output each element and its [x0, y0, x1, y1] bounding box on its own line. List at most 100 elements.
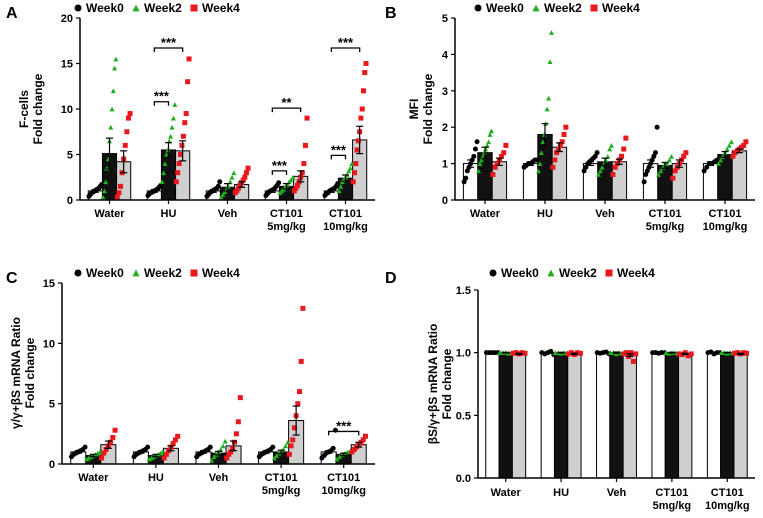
point-week4 [744, 350, 750, 356]
point-week2 [614, 351, 619, 357]
error-bar [283, 183, 290, 190]
category-label: Veh [209, 472, 229, 484]
category-label: HU [537, 208, 553, 220]
error-bar [735, 148, 743, 154]
point-week4 [555, 146, 561, 152]
point-week4 [224, 455, 230, 461]
point-week4 [127, 111, 133, 117]
category-label: CT101 5mg/kg [267, 208, 306, 233]
legend-label: Week4 [617, 266, 655, 280]
point-week4 [559, 139, 565, 145]
point-week4 [304, 115, 310, 121]
y-tick-label: 5 [49, 399, 55, 411]
error-bar [707, 161, 715, 167]
error-bar [179, 140, 187, 162]
error-bar [655, 351, 663, 354]
point-week4 [501, 150, 507, 156]
legend-label: Week4 [202, 1, 240, 15]
category-label-line: CT101 [327, 472, 360, 484]
legend-label: Week4 [202, 266, 240, 280]
point-week2 [103, 179, 109, 185]
point-week4 [732, 350, 738, 356]
point-week2 [283, 443, 289, 449]
y-axis-label-line: βS/γ+βS mRNA Ratio [426, 324, 440, 445]
point-week2 [100, 194, 106, 200]
point-week4 [183, 111, 189, 117]
category-label-line: Water [78, 472, 109, 484]
point-week2 [168, 133, 174, 139]
error-bar [737, 352, 745, 356]
point-week2 [607, 146, 613, 152]
point-week4 [682, 350, 688, 356]
point-week4 [350, 179, 356, 185]
error-bar [325, 450, 333, 454]
legend-marker-week0 [489, 269, 497, 277]
point-week2 [161, 170, 167, 176]
category-label-line: Water [491, 487, 522, 499]
point-week4 [513, 350, 519, 356]
point-week4 [670, 175, 676, 181]
legend-marker-week0 [474, 4, 482, 12]
error-bar [615, 158, 623, 165]
point-week2 [101, 188, 107, 194]
category-label-line: HU [161, 208, 177, 220]
point-week4 [741, 142, 747, 148]
legend: Week0 Week2 Week4 [74, 1, 240, 15]
point-week4 [291, 425, 297, 431]
significance-label: *** [336, 418, 352, 433]
point-week2 [726, 143, 732, 148]
point-week2 [211, 454, 217, 460]
point-week4 [101, 450, 107, 456]
point-week4 [628, 350, 634, 356]
point-week2 [338, 183, 344, 189]
y-tick-label: 1.5 [456, 285, 471, 297]
point-week4 [301, 161, 307, 167]
point-week4 [741, 350, 747, 356]
significance-bracket: *** [153, 35, 184, 53]
point-week4 [295, 401, 301, 407]
point-week2 [537, 161, 543, 166]
bar-week2 [498, 352, 513, 479]
point-week4 [683, 150, 689, 156]
legend-label: Week2 [144, 1, 182, 15]
point-week2 [544, 106, 550, 112]
point-week2 [536, 168, 542, 174]
point-week2 [605, 153, 611, 159]
error-bar [495, 157, 503, 167]
point-week2 [170, 115, 176, 121]
point-week2 [597, 168, 603, 174]
error-bar [215, 450, 222, 456]
category-label-line: 10mg/kg [323, 221, 368, 233]
point-week4 [355, 138, 361, 144]
point-week2 [271, 455, 277, 461]
point-week0 [654, 124, 660, 130]
point-week4 [293, 185, 299, 191]
significance-label: *** [161, 35, 177, 50]
point-week0 [82, 444, 88, 450]
point-week2 [229, 174, 235, 180]
point-week0 [652, 150, 658, 156]
legend-label: Week0 [501, 266, 539, 280]
panel-A: A F-cellsFold change 0 5 10 15 20 Water HU Veh CT1… [6, 1, 375, 233]
error-bar [557, 351, 565, 354]
y-axis-label: βS/γ+βS mRNA RatioFold change [426, 324, 454, 445]
y-tick-label: 15 [43, 278, 55, 290]
point-week4 [623, 135, 629, 141]
point-week4 [185, 79, 191, 85]
point-week2 [487, 132, 493, 137]
point-week0 [534, 157, 540, 163]
bar-week4 [733, 353, 748, 479]
point-week2 [540, 139, 546, 145]
point-week2 [288, 177, 294, 183]
panel-letter: D [385, 270, 397, 287]
point-week2 [162, 161, 168, 166]
point-week4 [175, 170, 181, 176]
legend-marker-week2 [547, 269, 555, 277]
point-week4 [563, 124, 569, 130]
point-week4 [352, 170, 358, 176]
point-week4 [175, 433, 181, 439]
point-week4 [360, 437, 366, 443]
point-week4 [291, 188, 297, 194]
point-week4 [565, 351, 571, 357]
y-axis-label: F-cellsFold change [17, 73, 45, 144]
